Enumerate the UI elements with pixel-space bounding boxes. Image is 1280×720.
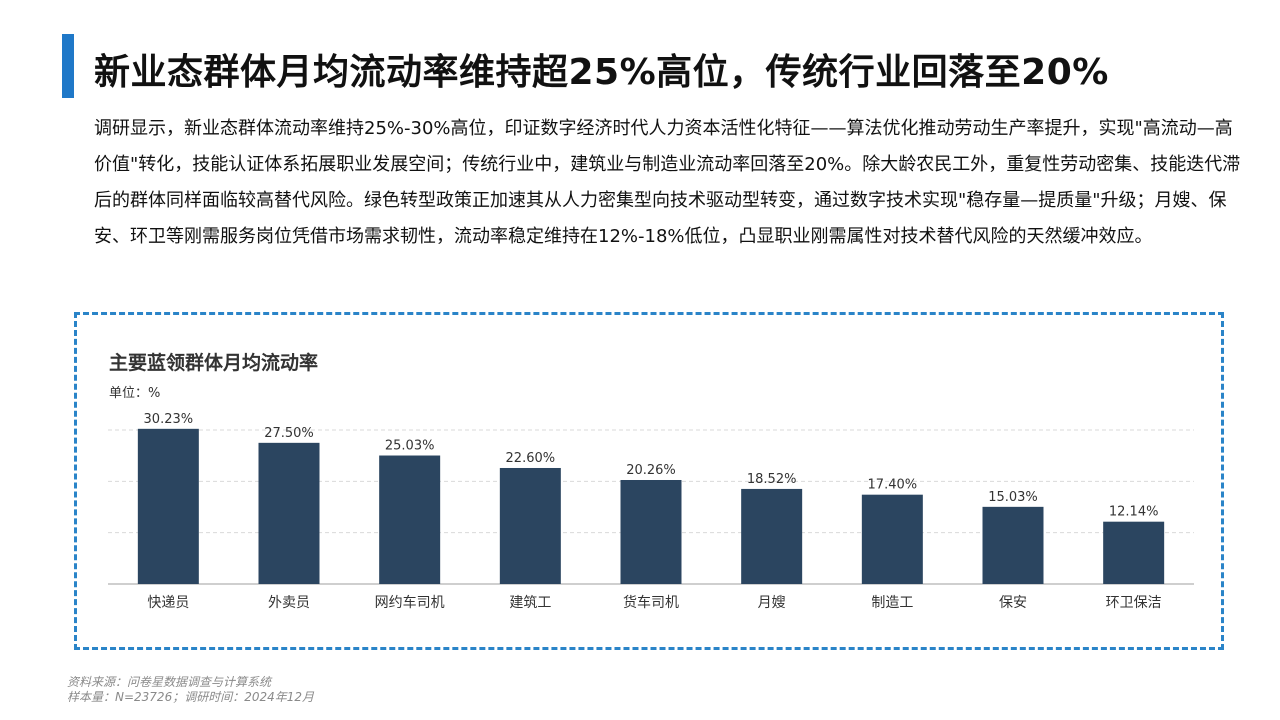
category-label-1: 外卖员 (268, 595, 310, 611)
chart-title: 主要蓝领群体月均流动率 (109, 352, 319, 374)
data-label-1: 27.50% (264, 426, 314, 441)
category-label-2: 网约车司机 (375, 594, 445, 611)
bar-4 (620, 479, 682, 584)
category-label-7: 保安 (999, 595, 1027, 611)
bar-7 (982, 506, 1044, 584)
data-label-0: 30.23% (144, 412, 194, 427)
title-accent-bar (62, 34, 74, 98)
bar-2 (379, 455, 441, 584)
source-note: 资料来源：问卷星数据调查与计算系统 样本量：N=23726；调研时间：2024年… (67, 675, 314, 705)
summary-paragraph: 调研显示，新业态群体流动率维持25%-30%高位，印证数字经济时代人力资本活性化… (94, 118, 1241, 247)
data-label-5: 18.52% (747, 472, 797, 487)
page-title: 新业态群体月均流动率维持超25%高位，传统行业回落至20% (94, 52, 1109, 93)
data-label-4: 20.26% (626, 463, 676, 478)
category-label-0: 快递员 (147, 595, 189, 611)
data-label-7: 15.03% (988, 490, 1038, 505)
data-label-6: 17.40% (868, 478, 918, 493)
bar-1 (258, 442, 320, 584)
bar-0 (137, 428, 199, 584)
bar-8 (1103, 521, 1165, 584)
chart-frame (74, 312, 1224, 650)
category-label-5: 月嫂 (758, 595, 786, 611)
data-label-2: 25.03% (385, 439, 435, 454)
category-label-4: 货车司机 (623, 594, 679, 611)
category-label-8: 环卫保洁 (1106, 595, 1162, 611)
bar-3 (499, 467, 561, 584)
bar-5 (741, 488, 803, 584)
source-text: 资料来源：问卷星数据调查与计算系统 (67, 675, 272, 689)
chart-unit-label: 单位：% (109, 386, 161, 401)
bar-6 (861, 494, 923, 584)
data-label-3: 22.60% (506, 451, 556, 466)
category-label-3: 建筑工 (509, 595, 551, 611)
category-label-6: 制造工 (871, 595, 913, 611)
sample-text: 样本量：N=23726；调研时间：2024年12月 (67, 690, 315, 704)
data-label-8: 12.14% (1109, 505, 1159, 520)
